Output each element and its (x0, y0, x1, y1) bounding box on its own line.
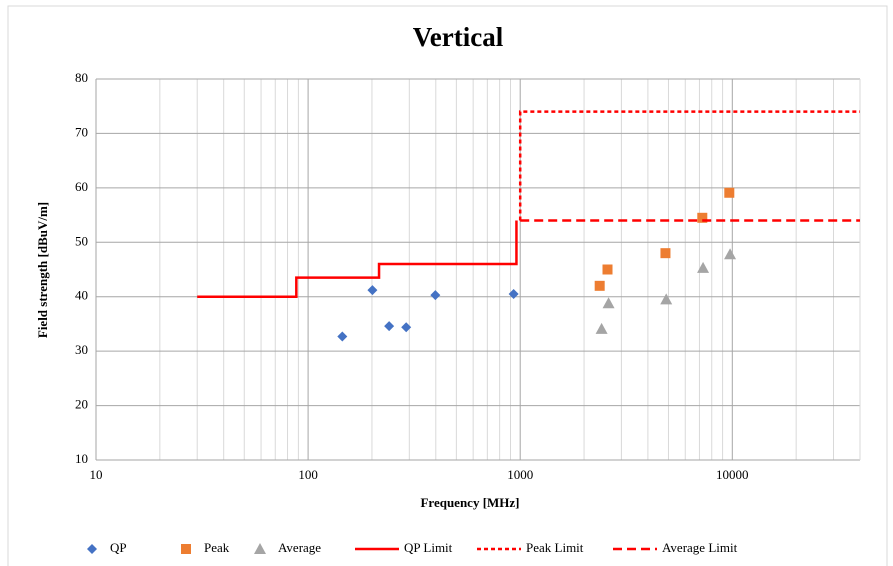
x-tick-label: 10000 (716, 467, 749, 482)
limit-line (518, 110, 860, 221)
point (660, 248, 671, 259)
legend-label: Peak Limit (526, 540, 584, 555)
legend-label: QP (110, 540, 127, 555)
y-tick-label: 10 (75, 451, 88, 466)
legend-label: Peak (204, 540, 230, 555)
legend-swatch (254, 543, 266, 554)
point (724, 187, 735, 198)
y-tick-label: 80 (75, 70, 88, 85)
legend-label: QP Limit (404, 540, 453, 555)
y-tick-label: 50 (75, 233, 88, 248)
point (367, 285, 378, 296)
point (401, 322, 412, 333)
point (337, 331, 348, 342)
y-axis-label: Field strength [dBuV/m] (35, 202, 50, 338)
chart-title: Vertical (413, 22, 504, 52)
point (384, 321, 395, 332)
point (697, 212, 708, 223)
legend-swatch (181, 544, 191, 554)
point (595, 322, 608, 334)
point (602, 264, 613, 275)
point (430, 290, 441, 301)
legend-label: Average (278, 540, 321, 555)
point (508, 288, 519, 299)
legend-label: Average Limit (662, 540, 738, 555)
y-tick-label: 60 (75, 179, 88, 194)
point (697, 261, 710, 273)
x-tick-label: 1000 (507, 467, 533, 482)
chart-border (7, 5, 888, 566)
point (602, 297, 615, 309)
limit-line (197, 220, 518, 298)
point (594, 280, 605, 291)
y-tick-label: 30 (75, 342, 88, 357)
x-tick-label: 100 (298, 467, 318, 482)
x-tick-label: 10 (90, 467, 103, 482)
x-axis-label: Frequency [MHz] (420, 495, 519, 510)
legend-swatch (87, 544, 97, 554)
y-tick-label: 20 (75, 397, 88, 412)
point (660, 293, 673, 305)
y-tick-label: 70 (75, 124, 88, 139)
point (724, 248, 737, 260)
y-tick-label: 40 (75, 288, 88, 303)
